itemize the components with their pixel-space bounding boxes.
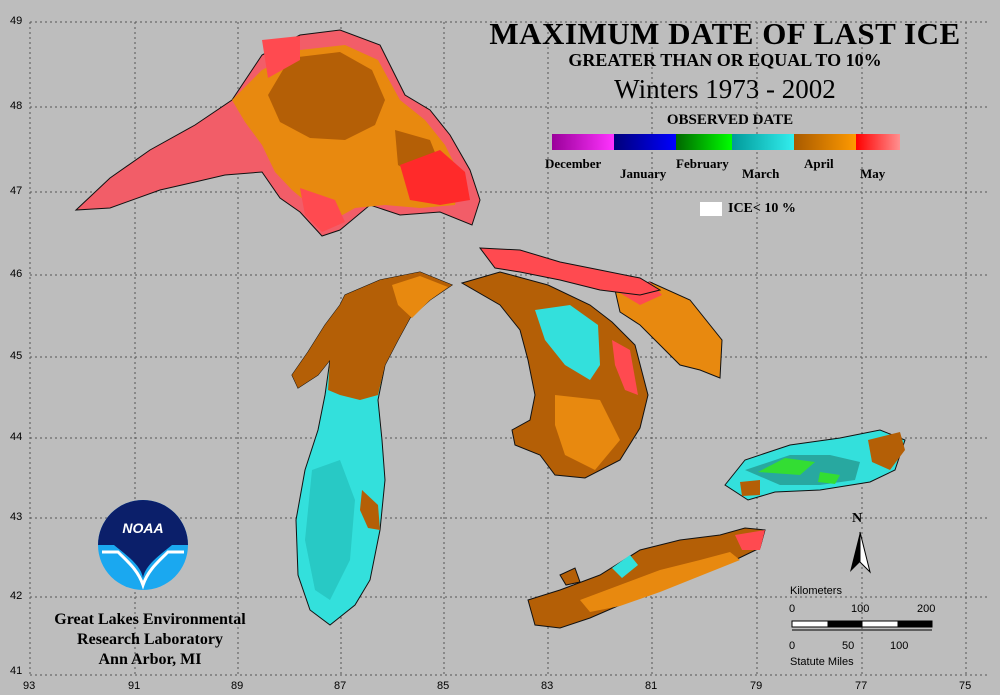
legend-swatch-february bbox=[676, 134, 732, 150]
lake-michigan bbox=[291, 271, 454, 626]
north-label: N bbox=[852, 511, 863, 526]
lat-tick: 47 bbox=[10, 185, 23, 197]
scale-km-tick: 0 bbox=[789, 603, 796, 615]
institution-block: Great Lakes Environmental Research Labor… bbox=[20, 610, 280, 670]
scale-mi-tick: 100 bbox=[890, 640, 909, 652]
map-subtitle: GREATER THAN OR EQUAL TO 10% bbox=[568, 50, 882, 70]
lon-tick: 85 bbox=[437, 680, 450, 692]
lon-tick: 91 bbox=[128, 680, 141, 692]
ice-less-than-10-swatch bbox=[700, 202, 722, 216]
ice-less-than-10-label: ICE< 10 % bbox=[728, 201, 796, 216]
lat-tick: 43 bbox=[10, 511, 23, 523]
legend-swatch-march bbox=[732, 134, 794, 150]
lake-st-clair bbox=[559, 567, 581, 586]
lon-tick: 83 bbox=[541, 680, 554, 692]
noaa-logo bbox=[98, 500, 188, 590]
lat-tick: 41 bbox=[10, 665, 23, 677]
legend-label-march: March bbox=[742, 166, 780, 181]
lake-huron bbox=[460, 271, 723, 479]
legend-swatch-december bbox=[552, 134, 614, 150]
lat-tick: 42 bbox=[10, 590, 23, 602]
map-period: Winters 1973 - 2002 bbox=[614, 74, 836, 104]
lat-tick: 48 bbox=[10, 100, 23, 112]
legend-swatch-april bbox=[794, 134, 856, 150]
legend-swatch-january bbox=[614, 134, 676, 150]
lat-tick: 45 bbox=[10, 350, 23, 362]
institution-line3: Ann Arbor, MI bbox=[98, 651, 202, 668]
lake-erie bbox=[527, 527, 766, 629]
institution-line2: Research Laboratory bbox=[77, 631, 223, 648]
legend-label-april: April bbox=[804, 156, 834, 171]
lon-tick: 77 bbox=[855, 680, 868, 692]
legend-color-bar bbox=[552, 134, 900, 150]
institution-line1: Great Lakes Environmental bbox=[54, 611, 246, 628]
scale-mi-tick: 0 bbox=[789, 640, 796, 652]
lake-superior bbox=[74, 29, 481, 237]
scale-km-label: Kilometers bbox=[790, 585, 842, 597]
lat-tick: 49 bbox=[10, 15, 23, 27]
north-channel bbox=[478, 247, 662, 296]
lon-tick: 93 bbox=[23, 680, 36, 692]
scale-mi-tick: 50 bbox=[842, 640, 855, 652]
scale-km-tick: 200 bbox=[917, 603, 936, 615]
legend-label-february: February bbox=[676, 156, 729, 171]
lake-ontario bbox=[724, 429, 906, 501]
lat-tick: 44 bbox=[10, 431, 23, 443]
lat-tick: 46 bbox=[10, 268, 23, 280]
scale-mi-label: Statute Miles bbox=[790, 656, 854, 668]
scale-bar bbox=[791, 620, 933, 631]
lon-tick: 81 bbox=[645, 680, 658, 692]
lon-tick: 79 bbox=[750, 680, 763, 692]
legend-label-january: January bbox=[620, 166, 667, 181]
north-arrow bbox=[850, 531, 871, 574]
lon-tick: 89 bbox=[231, 680, 244, 692]
legend-label-december: December bbox=[545, 156, 602, 171]
map-title: MAXIMUM DATE OF LAST ICE bbox=[489, 16, 961, 51]
scale-km-tick: 100 bbox=[851, 603, 870, 615]
noaa-logo-text: NOAA bbox=[122, 520, 164, 536]
lon-tick: 75 bbox=[959, 680, 972, 692]
legend-label-may: May bbox=[860, 166, 886, 181]
legend-swatch-may bbox=[856, 134, 900, 150]
lon-tick: 87 bbox=[334, 680, 347, 692]
legend-heading: OBSERVED DATE bbox=[666, 112, 794, 128]
